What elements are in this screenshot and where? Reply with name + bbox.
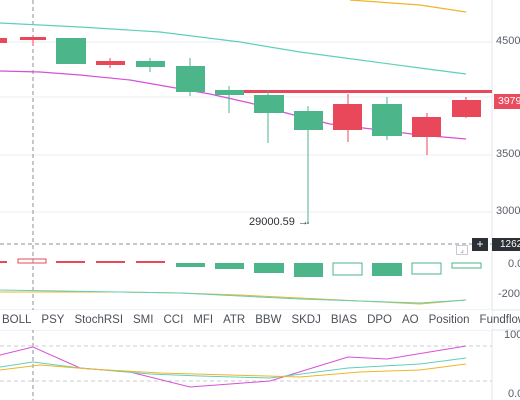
j-line xyxy=(0,363,467,378)
candles xyxy=(0,35,481,224)
tab-ao[interactable]: AO xyxy=(402,314,419,326)
tab-boll[interactable]: BOLL xyxy=(2,314,32,326)
tab-atr[interactable]: ATR xyxy=(223,314,246,326)
price-axis-label: 3500 xyxy=(496,148,520,160)
macd-axis-label: -200 xyxy=(498,288,520,300)
macd-bar xyxy=(136,261,165,263)
candle xyxy=(96,61,125,65)
macd-bar xyxy=(56,261,85,263)
macd-bar xyxy=(176,263,205,267)
macd-bar xyxy=(0,261,7,263)
d-line xyxy=(0,357,467,379)
macd-bar xyxy=(17,258,47,264)
tab-cci[interactable]: CCI xyxy=(163,314,184,326)
tab-smi[interactable]: SMI xyxy=(133,314,154,326)
tab-stochrsi[interactable]: StochRSI xyxy=(74,314,124,326)
macd-bar xyxy=(215,263,244,269)
candle xyxy=(452,100,481,117)
macd-bar xyxy=(294,263,323,277)
crosshair-value-tag: 1262 xyxy=(492,238,520,251)
macd-axis-label: 0.0 xyxy=(508,258,520,270)
macd-bar xyxy=(372,263,402,276)
candle xyxy=(372,104,402,136)
macd-bar xyxy=(254,263,284,273)
macd-dif-line xyxy=(0,291,467,305)
price-axis-label: 3000 xyxy=(496,205,520,217)
indicator-tab-bar: BOLL PSY StochRSI SMI CCI MFI ATR BBW SK… xyxy=(0,310,520,330)
tab-fundflow[interactable]: Fundflow xyxy=(479,314,520,326)
candle xyxy=(412,117,441,137)
candle xyxy=(333,104,362,130)
low-price-annotation: 29000.59 → xyxy=(249,216,309,228)
lower-axis-label: 0.0 xyxy=(508,388,520,400)
current-price-tag: 3979 xyxy=(494,94,520,109)
boll-upper-line xyxy=(349,0,467,13)
candle xyxy=(20,37,46,40)
candle xyxy=(176,66,205,92)
macd-bar xyxy=(411,262,442,275)
tab-mfi[interactable]: MFI xyxy=(193,314,214,326)
macd-bar xyxy=(96,261,125,263)
candle xyxy=(136,61,165,67)
tab-position[interactable]: Position xyxy=(428,314,470,326)
candle xyxy=(294,111,323,130)
lower-axis-label: 100 xyxy=(504,329,520,341)
corner-icon[interactable]: ⌟ xyxy=(456,245,468,255)
macd-histogram xyxy=(0,258,482,305)
tab-psy[interactable]: PSY xyxy=(41,314,65,326)
tab-bbw[interactable]: BBW xyxy=(255,314,282,326)
boll-mid-line xyxy=(0,22,467,75)
candle xyxy=(254,95,284,113)
tab-dpo[interactable]: DPO xyxy=(367,314,392,326)
macd-bar xyxy=(332,262,363,276)
tab-bias[interactable]: BIAS xyxy=(330,314,358,326)
lower-indicator xyxy=(0,345,492,388)
tab-skdj[interactable]: SKDJ xyxy=(291,314,321,326)
price-axis-label: 4500 xyxy=(496,35,520,47)
candle xyxy=(0,38,7,43)
macd-bar xyxy=(451,262,482,269)
candle xyxy=(56,38,86,64)
k-line xyxy=(0,345,467,388)
candle xyxy=(215,90,244,95)
plus-icon[interactable]: + xyxy=(472,238,488,251)
macd-dea-line xyxy=(0,289,467,304)
